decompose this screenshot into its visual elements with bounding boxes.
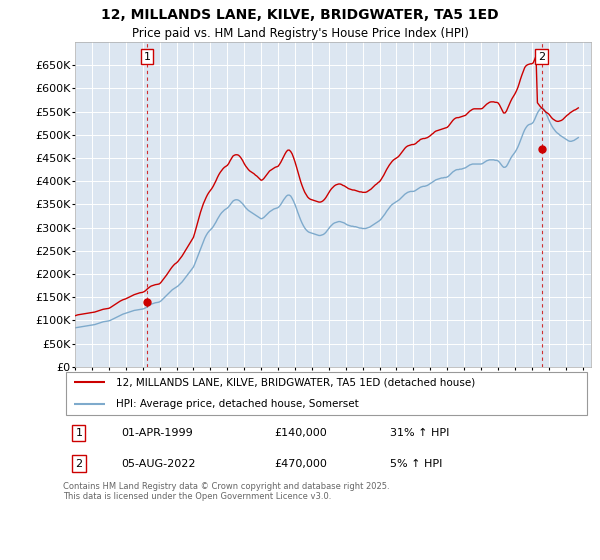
Text: £470,000: £470,000 (274, 459, 327, 469)
Text: 12, MILLANDS LANE, KILVE, BRIDGWATER, TA5 1ED: 12, MILLANDS LANE, KILVE, BRIDGWATER, TA… (101, 8, 499, 22)
Text: 1: 1 (76, 428, 82, 438)
Text: 05-AUG-2022: 05-AUG-2022 (121, 459, 196, 469)
Text: 5% ↑ HPI: 5% ↑ HPI (391, 459, 443, 469)
Text: HPI: Average price, detached house, Somerset: HPI: Average price, detached house, Some… (116, 399, 359, 409)
Text: 1: 1 (143, 52, 151, 62)
Text: 12, MILLANDS LANE, KILVE, BRIDGWATER, TA5 1ED (detached house): 12, MILLANDS LANE, KILVE, BRIDGWATER, TA… (116, 377, 475, 388)
FancyBboxPatch shape (65, 372, 587, 416)
Text: 2: 2 (75, 459, 82, 469)
Text: 2: 2 (538, 52, 545, 62)
Text: £140,000: £140,000 (274, 428, 327, 438)
Text: Contains HM Land Registry data © Crown copyright and database right 2025.
This d: Contains HM Land Registry data © Crown c… (63, 482, 389, 501)
Text: Price paid vs. HM Land Registry's House Price Index (HPI): Price paid vs. HM Land Registry's House … (131, 27, 469, 40)
Text: 31% ↑ HPI: 31% ↑ HPI (391, 428, 450, 438)
Text: 01-APR-1999: 01-APR-1999 (121, 428, 193, 438)
